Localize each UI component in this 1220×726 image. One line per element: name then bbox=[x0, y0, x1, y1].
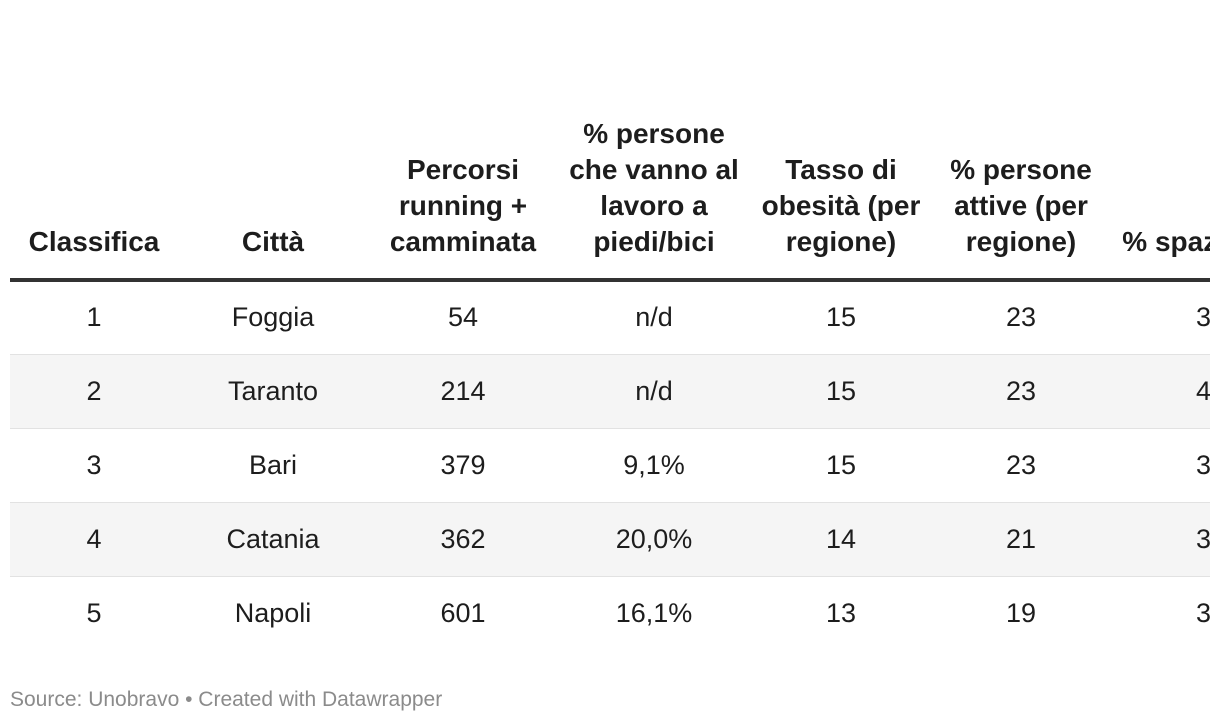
table-header: Classifica Città Percorsi running + camm… bbox=[10, 0, 1210, 282]
cell-classifica: 3 bbox=[10, 428, 178, 503]
source-footer: Source: Unobravo • Created with Datawrap… bbox=[10, 688, 443, 711]
cell-obesita: 15 bbox=[750, 428, 932, 503]
cell-persone-attive: 21 bbox=[932, 502, 1110, 577]
cell-obesita: 15 bbox=[750, 354, 932, 429]
cell-spazi-verdi: 35 bbox=[1110, 280, 1210, 355]
cell-lavoro-piedi-bici: 20,0% bbox=[558, 502, 750, 577]
cell-classifica: 2 bbox=[10, 354, 178, 429]
data-table-container: Classifica Città Percorsi running + camm… bbox=[10, 0, 1210, 650]
cell-citta: Foggia bbox=[178, 280, 368, 355]
cell-citta: Catania bbox=[178, 502, 368, 577]
cell-classifica: 4 bbox=[10, 502, 178, 577]
column-header-classifica[interactable]: Classifica bbox=[10, 0, 178, 282]
cell-percorsi: 379 bbox=[368, 428, 558, 503]
cell-spazi-verdi: 40 bbox=[1110, 354, 1210, 429]
column-header-citta[interactable]: Città bbox=[178, 0, 368, 282]
table-row: 4 Catania 362 20,0% 14 21 30 bbox=[10, 502, 1210, 577]
table-row: 2 Taranto 214 n/d 15 23 40 bbox=[10, 354, 1210, 429]
cell-lavoro-piedi-bici: 9,1% bbox=[558, 428, 750, 503]
data-table: Classifica Città Percorsi running + camm… bbox=[10, 0, 1210, 650]
header-row: Classifica Città Percorsi running + camm… bbox=[10, 0, 1210, 282]
cell-spazi-verdi: 30 bbox=[1110, 502, 1210, 577]
cell-persone-attive: 23 bbox=[932, 428, 1110, 503]
table-row: 3 Bari 379 9,1% 15 23 34 bbox=[10, 428, 1210, 503]
cell-percorsi: 214 bbox=[368, 354, 558, 429]
cell-classifica: 5 bbox=[86, 597, 102, 628]
table-row: 5 Napoli 601 16,1% 13 19 39 bbox=[10, 576, 1210, 650]
cell-classifica: 1 bbox=[10, 280, 178, 355]
cell-citta: Bari bbox=[178, 428, 368, 503]
cell-lavoro-piedi-bici: n/d bbox=[558, 354, 750, 429]
cell-obesita: 13 bbox=[825, 597, 857, 628]
cell-percorsi: 362 bbox=[368, 502, 558, 577]
cell-spazi-verdi: 34 bbox=[1110, 428, 1210, 503]
cell-persone-attive: 23 bbox=[932, 280, 1110, 355]
column-header-persone-attive[interactable]: % persone attive (per regione) bbox=[932, 0, 1110, 282]
cell-obesita: 15 bbox=[750, 280, 932, 355]
table-body: 1 Foggia 54 n/d 15 23 35 2 Taranto 214 n… bbox=[10, 280, 1210, 650]
column-header-percorsi[interactable]: Percorsi running + camminata bbox=[368, 0, 558, 282]
cell-citta: Taranto bbox=[178, 354, 368, 429]
cell-lavoro-piedi-bici: 16,1% bbox=[615, 597, 693, 628]
cell-persone-attive: 19 bbox=[1005, 597, 1037, 628]
cell-persone-attive: 23 bbox=[932, 354, 1110, 429]
cell-lavoro-piedi-bici: n/d bbox=[558, 280, 750, 355]
cell-obesita: 14 bbox=[750, 502, 932, 577]
cell-percorsi: 54 bbox=[368, 280, 558, 355]
table-row: 1 Foggia 54 n/d 15 23 35 bbox=[10, 280, 1210, 355]
cell-spazi-verdi: 39 bbox=[1195, 597, 1210, 628]
column-header-lavoro-piedi-bici[interactable]: % persone che vanno al lavoro a piedi/bi… bbox=[558, 0, 750, 282]
column-header-spazi-verdi[interactable]: % spazi verdi bbox=[1110, 0, 1210, 282]
cell-percorsi: 601 bbox=[440, 597, 486, 628]
cell-citta: Napoli bbox=[234, 597, 312, 628]
column-header-obesita[interactable]: Tasso di obesità (per regione) bbox=[750, 0, 932, 282]
